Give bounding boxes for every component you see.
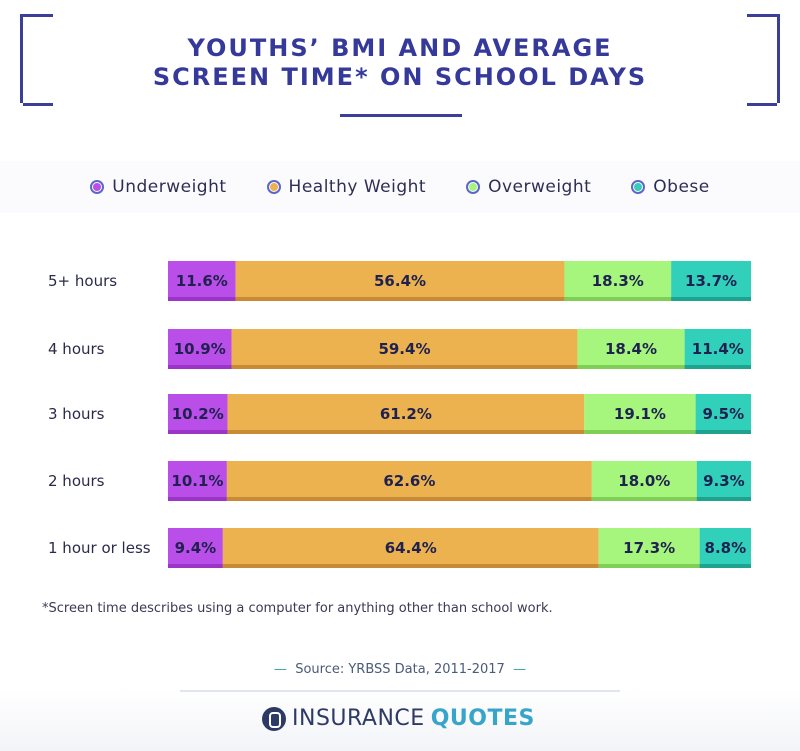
title-line-2: SCREEN TIME* ON SCHOOL DAYS [152,63,648,91]
category-label: 2 hours [48,472,105,490]
bar-segment-shadow [591,497,697,501]
source-line: — Source: YRBSS Data, 2011-2017 — [0,662,800,677]
bar-segment-underweight [168,329,232,369]
bar-segment-shadow [577,365,685,369]
data-label: 62.6% [383,472,435,490]
data-label: 10.2% [172,405,224,423]
legend-swatch-icon [466,180,481,194]
data-label: 11.6% [176,272,228,290]
insurancequotes-logo: INSURANCE QUOTES [262,706,535,731]
legend-swatch-icon [631,180,646,194]
bar-segment-healthy-weight [222,528,599,568]
footer-background [0,688,800,751]
data-label: 9.4% [175,539,217,557]
category-label: 4 hours [48,340,105,358]
bar-segment-obese [684,329,751,369]
bar-segment-shadow [699,564,751,568]
bar-segment-shadow [696,497,751,501]
source-text: Source: YRBSS Data, 2011-2017 [295,662,505,677]
chart-title: YOUTHS’ BMI AND AVERAGE SCREEN TIME* ON … [0,34,800,92]
bar-segment-overweight [591,461,697,501]
bar-segment-shadow [564,297,672,301]
data-label: 10.1% [171,472,223,490]
bar-segment-shadow [168,365,232,369]
footer-divider [180,690,620,692]
data-label: 8.8% [705,539,747,557]
data-label: 13.7% [685,272,737,290]
legend-item: Overweight [466,177,591,197]
bar-segment-overweight [598,528,700,568]
legend-label: Overweight [488,177,592,197]
bar-segment-obese [671,261,751,301]
data-label: 18.4% [605,340,657,358]
bar-segment-overweight [564,261,672,301]
data-label: 9.5% [703,405,745,423]
bar-segment-shadow [231,365,578,369]
data-label: 11.4% [692,340,744,358]
legend-label: Healthy Weight [288,177,427,197]
data-label: 59.4% [378,340,430,358]
category-label: 1 hour or less [48,539,151,557]
bar-segment-shadow [226,497,592,501]
bar-segment-shadow [168,430,228,434]
bar-segment-healthy-weight [235,261,565,301]
data-label: 64.4% [385,539,437,557]
bar-segment-shadow [584,430,696,434]
data-label: 10.9% [174,340,226,358]
data-label: 18.0% [618,472,670,490]
bar-segment-shadow [684,365,751,369]
corner-bracket-top-left [20,14,53,106]
bar-segment-obese [695,394,751,434]
data-label: 17.3% [623,539,675,557]
title-underline [340,114,462,117]
bar-segment-underweight [168,261,236,301]
bar-segment-underweight [168,528,223,568]
legend-label: Obese [653,177,710,197]
legend-item: Healthy Weight [266,177,427,197]
legend-swatch-icon [266,180,281,194]
legend-item: Obese [631,177,709,197]
bar-segment-underweight [168,394,228,434]
bar-segment-shadow [168,297,236,301]
bar-segment-shadow [598,564,700,568]
logo-text-quotes: QUOTES [430,706,535,731]
bar-segment-shadow [695,430,751,434]
source-dash-right: — [513,662,527,677]
legend-label: Underweight [112,177,227,197]
logo-text-insurance: INSURANCE [292,706,425,731]
stacked-bar-chart: 5+ hours 11.6% 56.4% 18.3% 13.7% 4 hours 10.9%… [48,261,751,568]
bar-segment-healthy-weight [226,461,592,501]
bar-segment-shadow [222,564,599,568]
legend-item: Underweight [90,177,226,197]
data-label: 56.4% [374,272,426,290]
legend: Underweight Healthy Weight Overweight Obese [0,161,800,213]
bar-segment-shadow [168,497,227,501]
bar-segment-obese [696,461,751,501]
bar-segment-shadow [235,297,565,301]
bar-segment-overweight [584,394,696,434]
bar-segment-healthy-weight [231,329,578,369]
logo-icon [262,706,286,731]
bar-segment-healthy-weight [227,394,585,434]
title-line-1: YOUTHS’ BMI AND AVERAGE [187,34,613,62]
bar-segment-shadow [227,430,585,434]
bar-segment-shadow [671,297,751,301]
data-label: 9.3% [703,472,745,490]
category-label: 5+ hours [48,272,117,290]
bar-segment-obese [699,528,751,568]
corner-bracket-top-right [747,14,780,106]
data-label: 19.1% [614,405,666,423]
legend-swatch-icon [90,180,105,194]
bar-segment-underweight [168,461,227,501]
bar-segment-shadow [168,564,223,568]
source-dash-left: — [273,662,287,677]
footnote: *Screen time describes using a computer … [42,601,553,616]
data-label: 18.3% [592,272,644,290]
category-label: 3 hours [48,405,105,423]
data-label: 61.2% [380,405,432,423]
bar-segment-overweight [577,329,685,369]
